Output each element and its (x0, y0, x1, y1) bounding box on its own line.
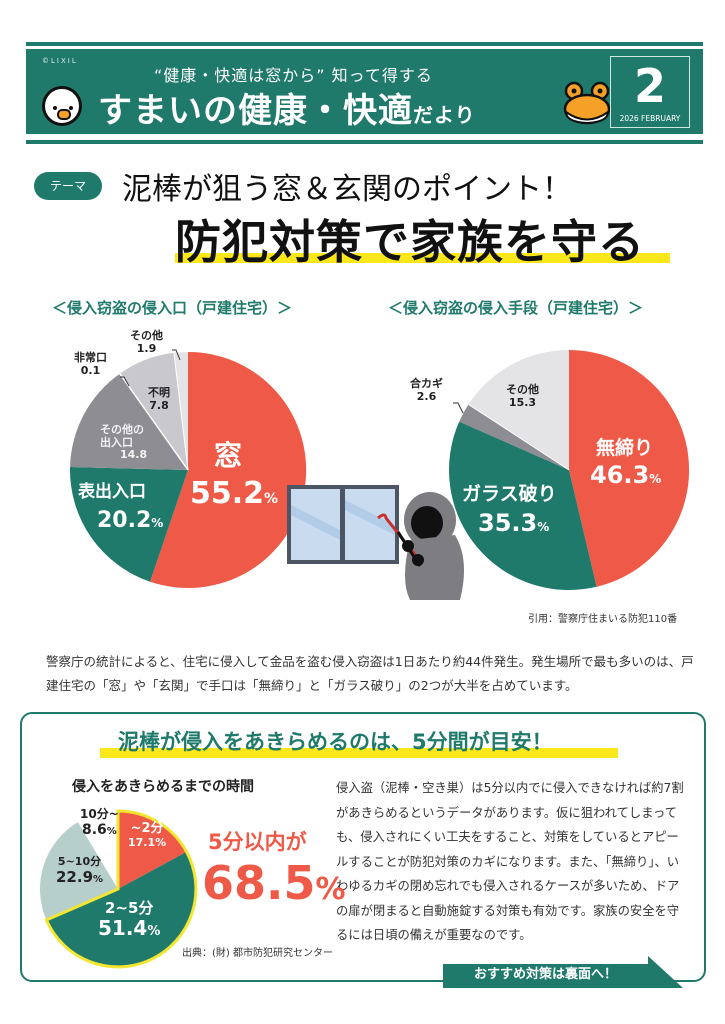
chart-source: 引用：警察庁住まいる防犯110番 (528, 614, 678, 625)
box-title-highlight (100, 748, 618, 758)
title-main: すまいの健康・快適 (98, 91, 413, 131)
method-unlocked-label: 無締り (596, 437, 654, 459)
copyright: ©LIXIL (42, 57, 78, 65)
entry-window-label: 窓 (214, 439, 243, 472)
entry-front-value: 20.2% (97, 508, 164, 533)
newsletter-header: ©LIXIL “健康・快適は窓から” 知って得する すまいの健康・快適だより 2… (26, 49, 703, 134)
entry-front-label: 表出入口 (78, 482, 146, 502)
entry-pie (70, 351, 307, 588)
issue-number: 2 (633, 59, 666, 113)
highlight-caption: 5分以内が (208, 830, 307, 854)
method-glass-label: ガラス破り (462, 483, 557, 505)
method-other-label: その他 15.3 (506, 383, 539, 409)
duck-mascot-icon (42, 86, 82, 126)
entry-other-label: その他 1.9 (130, 329, 163, 355)
theme-subtitle: 泥棒が狙う窓＆玄関のポイント！ (122, 172, 572, 207)
box-title: 泥棒が侵入をあきらめるのは、5分間が目安！ (118, 730, 553, 754)
arrow-banner-icon (443, 956, 683, 988)
method-key-label: 合カギ 2.6 (410, 377, 443, 403)
entry-other-entrance-label: その他の 出入口 14.8 (100, 423, 148, 462)
entry-window-value: 55.2% (190, 476, 279, 511)
entry-chart-title: ＜侵入窃盗の侵入口（戸建住宅）＞ (52, 299, 293, 317)
issue-badge: 2 2026 FEBRUARY (610, 56, 690, 128)
cta-label: おすすめ対策は裏面へ！ (473, 967, 617, 982)
method-unlocked-value: 46.3% (590, 461, 662, 489)
highlight-value: 68.5% (202, 856, 346, 910)
theme-badge: テーマ (34, 172, 102, 200)
issue-date: 2026 FEBRUARY (619, 114, 681, 123)
header-subtitle: “健康・快適は窓から” 知って得する (154, 66, 433, 85)
header-bottom-rule (26, 140, 703, 144)
title-highlight (175, 253, 670, 263)
newsletter-title: すまいの健康・快適だより (98, 83, 476, 132)
title-small: だより (413, 103, 476, 127)
time-under2-label: ~2分 17.1% (128, 821, 167, 849)
burglar-window-illustration (287, 485, 464, 600)
time-2to5-label: 2~5分 51.4% (98, 899, 161, 941)
method-pie (448, 349, 690, 591)
entry-emergency-label: 非常口 0.1 (74, 351, 107, 377)
method-chart-title: ＜侵入窃盗の侵入手段（戸建住宅）＞ (388, 299, 644, 317)
entry-unknown-label: 不明 7.8 (148, 386, 170, 412)
theme-title: 防犯対策で家族を守る (175, 215, 645, 269)
frog-mascot-icon (563, 81, 611, 125)
header-top-rule (26, 42, 703, 46)
time-5to10-label: 5~10分 22.9% (56, 855, 104, 886)
next-page-arrow-button[interactable]: おすすめ対策は裏面へ！ (443, 956, 683, 988)
time-pie (39, 809, 198, 969)
intro-paragraph: 警察庁の統計によると、住宅に侵入して金品を盗む侵入窃盗は1日あたり約44件発生。… (46, 654, 694, 693)
info-box (20, 712, 706, 982)
box-source: 出典：(財) 都市防犯研究センター (182, 948, 333, 959)
box-body-text: 侵入盗（泥棒・空き巣）は5分以内でに侵入できなければ約7割があきらめるというデー… (336, 781, 684, 942)
time-chart-title: 侵入をあきらめるまでの時間 (72, 779, 254, 795)
method-glass-value: 35.3% (478, 509, 550, 537)
time-over10-label: 10分~ 8.6% (80, 807, 119, 838)
